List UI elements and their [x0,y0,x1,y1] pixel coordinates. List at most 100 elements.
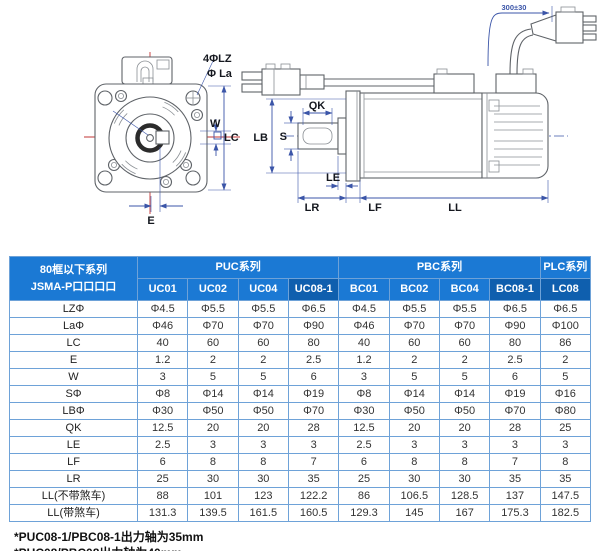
spec-value-cell: 60 [237,334,289,352]
spec-value-cell: 5 [438,368,491,386]
dim-label-key-width: W [210,118,221,130]
spec-value-cell: 12.5 [136,419,189,437]
spec-value-cell: 6 [287,368,340,386]
power-cable [241,63,434,96]
table-row: LE 2.5 3 3 3 2.5 3 3 3 3 [9,436,592,454]
spec-value-cell: 7 [489,453,541,471]
spec-value-cell: 5 [388,368,440,386]
spec-value-cell: 129.3 [338,504,390,522]
table-row: LF 6 8 8 7 6 8 8 7 8 [9,453,592,471]
table-row: LR 25 30 30 35 25 30 30 35 35 [9,470,592,488]
series-group-header: PBC系列 [338,256,541,279]
spec-value-cell: Φ70 [187,317,239,335]
spec-value-cell: 35 [287,470,340,488]
spec-value-cell: 175.3 [489,504,541,522]
series-title-line1: 80框以下系列 [39,264,108,276]
spec-value-cell: Φ90 [489,317,541,335]
spec-value-cell: Φ6.5 [539,300,592,318]
spec-value-cell: Φ6.5 [489,300,541,318]
spec-value-cell: 3 [388,436,440,454]
footnote-2: *PUC08/PBC08出力轴为40mm [14,545,600,551]
spec-value-cell: 3 [338,368,390,386]
spec-value-cell: 40 [136,334,189,352]
spec-value-cell: 8 [187,453,239,471]
terminal-block [121,56,173,85]
series-title-line2: JSMA-P口口口口 [30,280,117,293]
spec-value-cell: 137 [489,487,541,505]
spec-value-cell: 8 [438,453,491,471]
dim-s: S [280,111,300,161]
model-column-header: UC02 [187,278,239,301]
spec-value-cell: Φ5.5 [237,300,289,318]
table-row: LC 40 60 60 80 40 60 60 80 86 [9,334,592,352]
spec-value-cell: 5 [237,368,289,386]
table-row: LL(不带煞车) 88 101 123 122.2 86 106.5 128.5 137 147.… [9,487,592,505]
row-label: LR [9,470,138,488]
spec-value-cell: 2 [539,351,592,369]
model-column-header: BC02 [388,278,440,301]
motor-body [359,92,483,179]
spec-value-cell: Φ50 [438,402,491,420]
spec-value-cell: 28 [287,419,340,437]
dim-label-key-length: QK [309,100,326,112]
spec-value-cell: 131.3 [136,504,189,522]
spec-value-cell: Φ14 [438,385,491,403]
spec-value-cell: Φ14 [388,385,440,403]
spec-value-cell: 5 [539,368,592,386]
spec-value-cell: 3 [237,436,289,454]
encoder-plug [530,6,597,44]
spec-value-cell: Φ8 [338,385,390,403]
model-column-header: BC04 [438,278,491,301]
spec-value-cell: Φ5.5 [388,300,440,318]
spec-value-cell: 123 [237,487,289,505]
spec-value-cell: 20 [237,419,289,437]
dim-lc: LC [208,85,239,191]
shaft-collar [337,117,347,155]
spec-value-cell: Φ70 [237,317,289,335]
spec-value-cell: Φ14 [187,385,239,403]
flange-side [345,90,361,182]
spec-value-cell: 2 [187,351,239,369]
spec-value-cell: 128.5 [438,487,491,505]
row-label: LE [9,436,138,454]
square-symbol [213,131,222,140]
spec-value-cell: Φ70 [388,317,440,335]
spec-value-cell: Φ5.5 [438,300,491,318]
spec-value-cell: 20 [438,419,491,437]
series-header-row: 80框以下系列 JSMA-P口口口口 PUC系列 PBC系列 PLC系列 [9,256,592,301]
model-column-header: LC08 [539,278,592,301]
spec-value-cell: Φ30 [338,402,390,420]
slot-ring-outer [111,99,189,177]
dim-label-pilot-dia: Φ La [207,68,233,80]
spec-value-cell: 2 [388,351,440,369]
spec-value-cell: Φ19 [287,385,340,403]
dim-label-lr: LR [305,202,320,214]
shaft-front [135,123,170,153]
table-row: LaΦ Φ46 Φ70 Φ70 Φ90 Φ46 Φ70 Φ70 Φ90 Φ100 [9,317,592,335]
spec-value-cell: 40 [338,334,390,352]
dim-label-frame-square: LC [224,132,239,144]
spec-value-cell: Φ30 [136,402,189,420]
footnotes: *PUC08-1/PBC08-1出力轴为35mm *PUC08/PBC08出力轴… [14,529,600,551]
spec-value-cell: Φ50 [237,402,289,420]
spec-value-cell: 30 [438,470,491,488]
spec-value-cell: 6 [338,453,390,471]
spec-value-cell: 2.5 [287,351,340,369]
spec-value-cell: Φ100 [539,317,592,335]
spec-table: 80框以下系列 JSMA-P口口口口 PUC系列 PBC系列 PLC系列 UC01 U… [9,256,592,522]
spec-value-cell: 8 [237,453,289,471]
spec-value-cell: Φ80 [539,402,592,420]
spec-value-cell: 6 [136,453,189,471]
spec-value-cell: 160.5 [287,504,340,522]
keyway-side [302,127,333,145]
row-label: LF [9,453,138,471]
dim-e: E [129,147,183,227]
leader-lz [196,60,214,96]
model-column-header: UC04 [237,278,289,301]
table-row: E 1.2 2 2 2.5 1.2 2 2 2.5 2 [9,351,592,369]
spec-value-cell: Φ70 [489,402,541,420]
spec-value-cell: Φ8 [136,385,189,403]
spec-value-cell: Φ50 [187,402,239,420]
spec-value-cell: 20 [187,419,239,437]
